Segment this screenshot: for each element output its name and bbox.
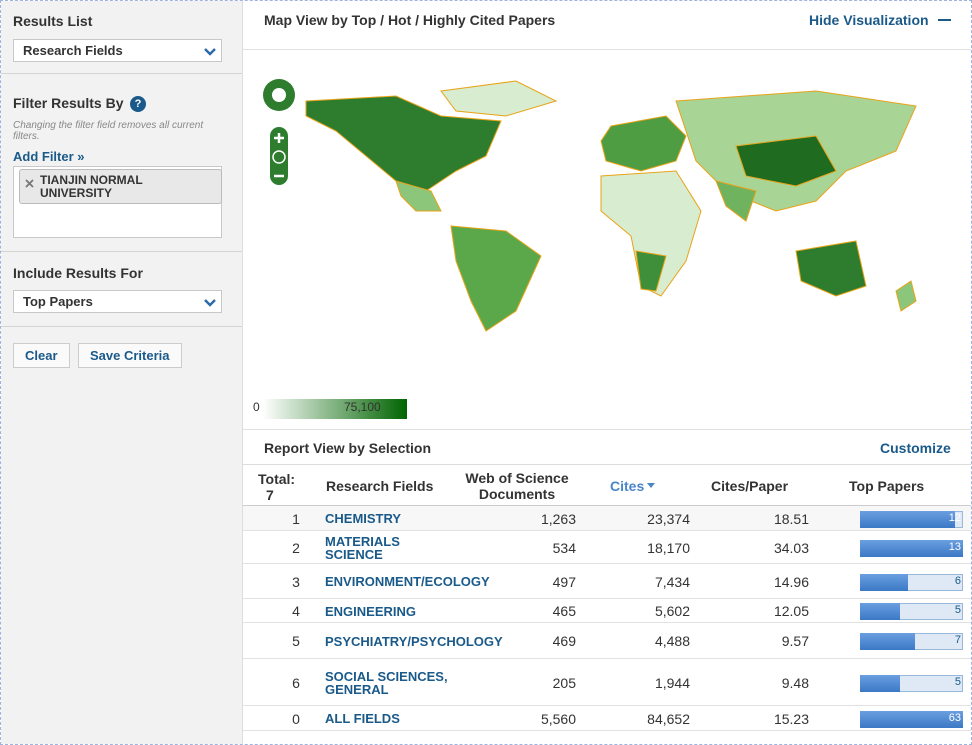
- save-criteria-button[interactable]: Save Criteria: [78, 343, 182, 368]
- cites-per-paper: 18.51: [773, 510, 809, 527]
- documents: 497: [552, 573, 576, 590]
- rank: 4: [292, 603, 300, 619]
- help-icon[interactable]: ?: [130, 96, 146, 112]
- report-title-text: Report View by Selection: [264, 440, 432, 456]
- bar: [860, 539, 963, 557]
- field-link[interactable]: PSYCHIATRY/PSYCHOLOGY: [325, 633, 503, 649]
- cites-per-paper: 34.03: [773, 539, 809, 556]
- cites-per-paper: 14.96: [773, 573, 809, 590]
- bar-label: 6: [954, 574, 961, 587]
- dropdown-icon: [204, 48, 216, 56]
- clear-button[interactable]: Clear: [13, 343, 70, 368]
- cites: 1,944: [654, 674, 690, 691]
- legend-max: 75,100: [344, 400, 381, 414]
- cites: 23,374: [647, 510, 690, 527]
- documents: 205: [552, 674, 576, 691]
- documents: 5,560: [540, 710, 576, 727]
- cites: 7,434: [654, 573, 690, 590]
- sidebar: Results List Research Fields Filter Resu…: [1, 1, 243, 744]
- dropdown-icon: [204, 299, 216, 307]
- bar: [860, 710, 963, 728]
- bar-label: 5: [954, 675, 961, 688]
- row-bg: [243, 599, 971, 623]
- cites: 18,170: [647, 539, 690, 556]
- rank: 6: [292, 674, 300, 691]
- collapse-icon[interactable]: [938, 19, 951, 21]
- bar-label: 63: [948, 711, 961, 724]
- filter-note: Changing the filter field removes all cu…: [13, 120, 204, 142]
- select-text: Top Papers: [23, 294, 93, 309]
- cites: 5,602: [654, 603, 690, 619]
- filter-label: Filter Results By: [13, 95, 124, 111]
- column-header[interactable]: Cites: [610, 478, 645, 494]
- documents: 1,263: [540, 510, 576, 527]
- total-value: 7: [266, 487, 274, 503]
- cites-per-paper: 9.57: [781, 633, 809, 649]
- bar-label: 13: [948, 540, 961, 553]
- cites-per-paper: 15.23: [773, 710, 809, 727]
- results-list-select[interactable]: Research Fields: [13, 39, 222, 62]
- legend-gradient: [263, 399, 407, 419]
- column-header[interactable]: Web of Science Documents: [465, 470, 569, 502]
- rank: 5: [292, 633, 300, 649]
- rank: 1: [292, 510, 300, 527]
- row-bg: [243, 623, 971, 659]
- rank: 2: [292, 539, 300, 556]
- cites-per-paper: 12.05: [773, 603, 809, 619]
- select-text: Research Fields: [23, 43, 123, 58]
- map-title: Map View by Top / Hot / Highly Cited Pap…: [264, 12, 556, 28]
- map-navigation[interactable]: [261, 69, 301, 189]
- column-header[interactable]: Research Fields: [326, 478, 434, 494]
- include-select[interactable]: Top Papers: [13, 290, 222, 313]
- cites: 4,488: [654, 633, 690, 649]
- results-list-label: Results List: [13, 13, 93, 29]
- add-filter-link[interactable]: Add Filter »: [13, 149, 85, 164]
- bar: [860, 633, 916, 650]
- field-link[interactable]: ENVIRONMENT/ECOLOGY: [325, 574, 490, 589]
- row-bg: [243, 506, 971, 531]
- bar-label: 5: [954, 604, 961, 616]
- field-link[interactable]: MATERIALS SCIENCE: [325, 533, 400, 562]
- report-title: Report View by Selection: [264, 440, 431, 456]
- rank: 0: [292, 710, 300, 727]
- row-bg: [243, 706, 971, 731]
- remove-icon[interactable]: [25, 179, 34, 188]
- row-bg: [243, 659, 971, 706]
- bar-label: 12: [948, 511, 961, 524]
- bar-label: 7: [954, 634, 961, 646]
- total-label: Total:: [258, 471, 296, 487]
- row-bg: [243, 531, 971, 564]
- field-link[interactable]: ALL FIELDS: [325, 711, 400, 726]
- bar: [860, 603, 900, 620]
- bar: [860, 674, 900, 692]
- filter-chip: TIANJIN NORMAL UNIVERSITY: [19, 169, 222, 204]
- row-bg: [243, 564, 971, 599]
- documents: 465: [552, 603, 576, 619]
- chip-text: TIANJIN NORMAL UNIVERSITY: [40, 173, 143, 200]
- cites: 84,652: [647, 710, 690, 727]
- filter-box: TIANJIN NORMAL UNIVERSITY: [13, 166, 222, 238]
- field-link[interactable]: ENGINEERING: [325, 603, 417, 619]
- field-link[interactable]: CHEMISTRY: [325, 511, 402, 526]
- cites-per-paper: 9.48: [781, 674, 809, 691]
- sort-icon: [647, 483, 655, 488]
- rank: 3: [292, 573, 300, 590]
- legend-min: 0: [253, 400, 260, 414]
- documents: 534: [552, 539, 576, 556]
- column-header[interactable]: Cites/Paper: [711, 478, 789, 494]
- bar: [860, 573, 908, 591]
- hide-visualization-link[interactable]: Hide Visualization: [809, 12, 929, 28]
- documents: 469: [552, 633, 576, 649]
- column-header[interactable]: Top Papers: [849, 478, 925, 494]
- bar: [860, 510, 956, 528]
- include-label: Include Results For: [13, 265, 143, 281]
- customize-link[interactable]: Customize: [880, 440, 951, 456]
- field-link[interactable]: SOCIAL SCIENCES, GENERAL: [325, 668, 448, 697]
- world-map: [305, 80, 917, 332]
